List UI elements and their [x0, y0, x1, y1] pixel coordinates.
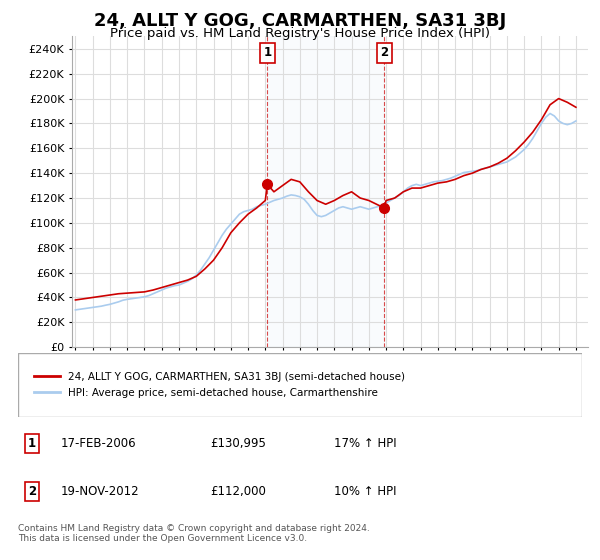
Bar [268, 36, 384, 347]
Text: 19-NOV-2012: 19-NOV-2012 [60, 485, 139, 498]
Text: 1: 1 [28, 437, 36, 450]
Text: 17% ↑ HPI: 17% ↑ HPI [334, 437, 397, 450]
Text: 24, ALLT Y GOG, CARMARTHEN, SA31 3BJ: 24, ALLT Y GOG, CARMARTHEN, SA31 3BJ [94, 12, 506, 30]
Text: Contains HM Land Registry data © Crown copyright and database right 2024.
This d: Contains HM Land Registry data © Crown c… [18, 524, 370, 543]
Text: £112,000: £112,000 [210, 485, 266, 498]
Text: £130,995: £130,995 [210, 437, 266, 450]
Legend: 24, ALLT Y GOG, CARMARTHEN, SA31 3BJ (semi-detached house), HPI: Average price, : 24, ALLT Y GOG, CARMARTHEN, SA31 3BJ (se… [29, 367, 410, 403]
Text: 2: 2 [28, 485, 36, 498]
Text: 17-FEB-2006: 17-FEB-2006 [60, 437, 136, 450]
FancyBboxPatch shape [18, 353, 582, 417]
Text: 1: 1 [263, 46, 271, 59]
Text: 10% ↑ HPI: 10% ↑ HPI [334, 485, 397, 498]
Text: Price paid vs. HM Land Registry's House Price Index (HPI): Price paid vs. HM Land Registry's House … [110, 27, 490, 40]
Text: 2: 2 [380, 46, 388, 59]
